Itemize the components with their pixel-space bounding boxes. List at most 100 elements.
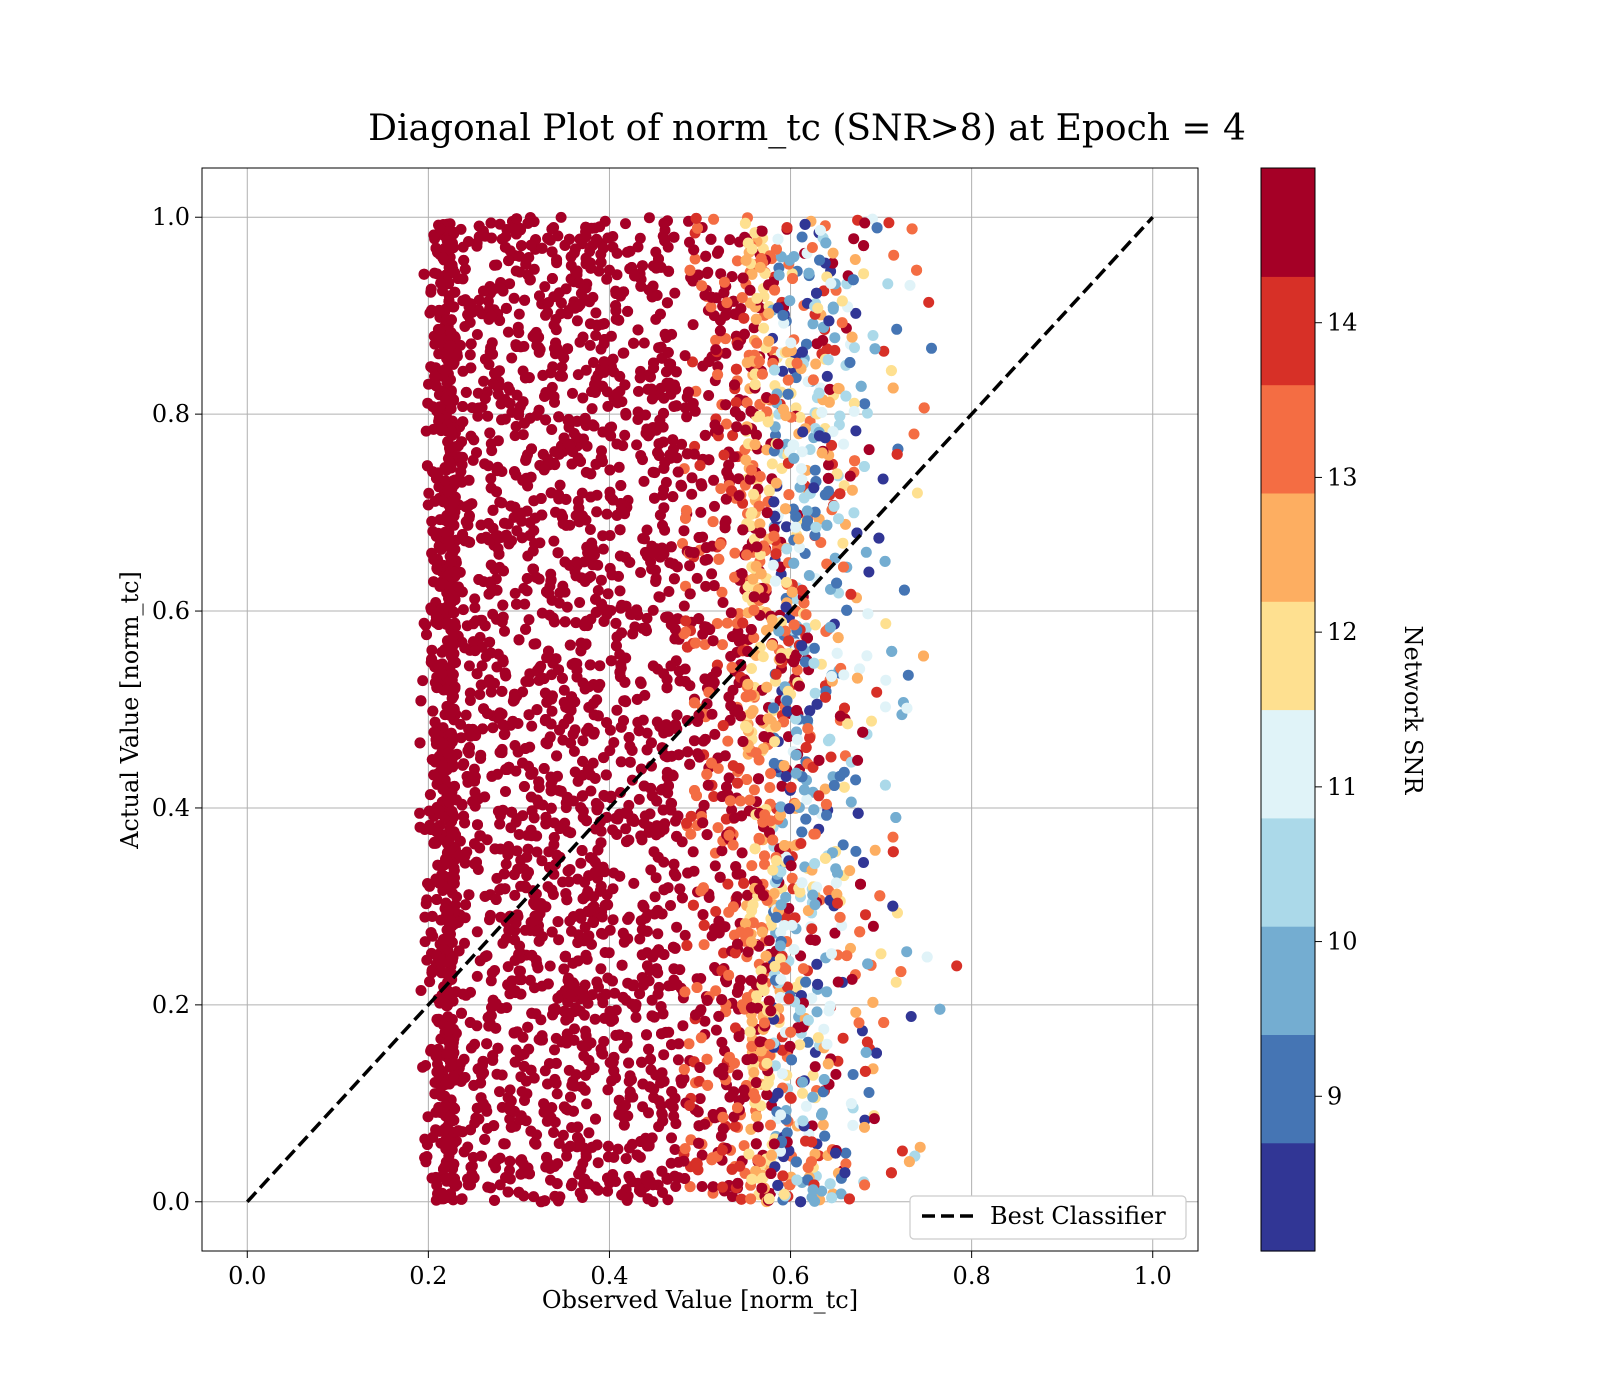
scatter-point [548, 1127, 560, 1138]
scatter-point [426, 754, 438, 766]
scatter-point [486, 445, 498, 457]
scatter-point [846, 331, 858, 343]
scatter-point [515, 988, 527, 1000]
scatter-point [672, 1054, 684, 1066]
scatter-point [735, 926, 747, 938]
scatter-point [454, 1058, 466, 1070]
scatter-point [473, 294, 485, 306]
scatter-point [764, 782, 776, 793]
scatter-point [823, 885, 835, 897]
scatter-point [546, 273, 558, 284]
scatter-point [712, 361, 724, 372]
scatter-point [558, 684, 570, 696]
scatter-point [817, 1086, 829, 1098]
chart-title: Diagonal Plot of norm_tc (SNR>8) at Epoc… [368, 108, 1246, 149]
scatter-point [590, 1113, 601, 1125]
scatter-point [645, 782, 657, 794]
scatter-point [663, 725, 675, 737]
scatter-point [629, 270, 641, 282]
scatter-point [635, 567, 647, 578]
scatter-point [757, 243, 769, 255]
scatter-point [712, 822, 724, 834]
scatter-point [798, 784, 810, 796]
scatter-point [736, 568, 748, 580]
scatter-point [687, 319, 699, 331]
scatter-point [604, 530, 616, 541]
scatter-point [887, 831, 899, 843]
scatter-point [471, 926, 483, 938]
scatter-point [635, 1136, 647, 1147]
scatter-point [509, 740, 521, 751]
scatter-point [665, 541, 677, 553]
scatter-point [528, 263, 540, 275]
scatter-point [568, 247, 580, 259]
scatter-point [874, 890, 886, 902]
scatter-point [471, 970, 483, 982]
scatter-point [877, 473, 889, 485]
scatter-point [617, 991, 629, 1003]
scatter-point [615, 480, 627, 491]
scatter-point [580, 364, 592, 376]
scatter-point [517, 810, 529, 822]
scatter-point [597, 543, 609, 555]
scatter-point [527, 545, 539, 557]
scatter-point [852, 754, 864, 766]
scatter-point [689, 440, 701, 452]
scatter-point [486, 770, 498, 782]
scatter-point [883, 217, 895, 229]
scatter-point [823, 459, 834, 471]
scatter-point [795, 1196, 807, 1208]
scatter-point [494, 282, 506, 294]
scatter-point [735, 795, 746, 807]
scatter-point [419, 936, 431, 948]
scatter-point [825, 751, 837, 763]
scatter-point [824, 733, 836, 745]
scatter-point [821, 1038, 833, 1050]
scatter-point [510, 420, 522, 432]
scatter-point [655, 1099, 667, 1111]
scatter-point [684, 1100, 696, 1111]
scatter-point [867, 330, 879, 341]
scatter-point [621, 1194, 633, 1206]
scatter-point [580, 1151, 592, 1163]
scatter-point [601, 273, 613, 285]
scatter-point [448, 1158, 460, 1170]
scatter-point [841, 950, 853, 962]
scatter-point [482, 410, 494, 422]
scatter-point [807, 318, 819, 330]
scatter-point [716, 845, 728, 857]
scatter-point [836, 317, 848, 329]
scatter-point [678, 525, 690, 537]
scatter-point [574, 597, 586, 608]
scatter-point [866, 715, 877, 727]
scatter-point [730, 1022, 741, 1034]
scatter-point [733, 1031, 745, 1043]
scatter-point [837, 839, 849, 851]
scatter-point [839, 1167, 851, 1179]
scatter-point [780, 771, 792, 782]
scatter-point [691, 973, 703, 985]
scatter-point [703, 390, 715, 401]
scatter-point [827, 301, 839, 313]
scatter-point [599, 947, 611, 958]
scatter-point [501, 764, 513, 775]
scatter-point [717, 720, 729, 732]
scatter-point [531, 846, 543, 858]
scatter-point [808, 642, 820, 654]
scatter-point [581, 815, 592, 827]
scatter-point [702, 553, 714, 565]
scatter-point [496, 685, 508, 697]
scatter-point [586, 403, 598, 415]
scatter-point [542, 978, 554, 990]
scatter-point [687, 899, 699, 911]
scatter-point [693, 1137, 705, 1149]
scatter-point [611, 704, 623, 716]
scatter-point [796, 231, 808, 243]
scatter-point [850, 1006, 862, 1018]
scatter-point [748, 322, 760, 334]
scatter-point [449, 1103, 461, 1115]
scatter-point [714, 325, 726, 337]
scatter-point [885, 1167, 897, 1179]
scatter-point [813, 387, 825, 399]
scatter-point [499, 883, 511, 895]
